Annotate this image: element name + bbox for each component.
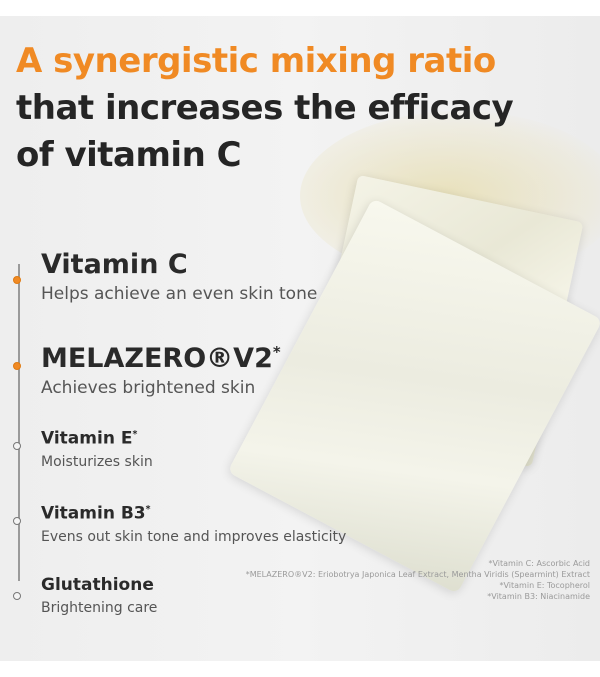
ingredient-name: Glutathione	[41, 575, 154, 595]
ingredient-name: Vitamin E	[41, 428, 133, 449]
ingredient-desc: Helps achieve an even skin tone	[41, 284, 318, 304]
footnote: *Vitamin E: Tocopherol	[499, 581, 591, 590]
footnote: *MELAZERO®V2: Eriobotrya Japonica Leaf E…	[245, 570, 590, 579]
asterisk: *	[145, 504, 151, 515]
headline-line-2: that increases the efficacy	[16, 88, 514, 128]
ingredient-vitamin-c: Vitamin C Helps achieve an even skin ton…	[41, 248, 317, 306]
timeline-dot	[13, 517, 21, 525]
ingredient-name: Vitamin C	[41, 249, 188, 280]
headline-line-1: A synergistic mixing ratio	[16, 41, 496, 81]
timeline-dot-active	[13, 276, 21, 284]
ingredient-desc: Brightening care	[41, 600, 158, 616]
ingredient-desc: Moisturizes skin	[41, 453, 153, 470]
ingredient-name: Vitamin B3	[41, 503, 146, 524]
footnotes: *Vitamin C: Ascorbic Acid *MELAZERO®V2: …	[246, 558, 590, 602]
ingredient-desc: Achieves brightened skin	[41, 378, 256, 398]
asterisk: *	[132, 429, 138, 440]
footnote: *Vitamin C: Ascorbic Acid	[488, 559, 590, 568]
timeline-dot-active	[13, 362, 21, 370]
ingredient-desc: Evens out skin tone and improves elastic…	[41, 528, 347, 545]
asterisk: *	[272, 343, 281, 361]
timeline-dot	[13, 592, 21, 600]
timeline-line	[18, 264, 20, 581]
footnote: *Vitamin B3: Niacinamide	[487, 592, 590, 601]
ingredient-name: MELAZERO®V2	[41, 343, 273, 374]
ingredient-glutathione: Glutathione Brightening care	[41, 573, 157, 619]
headline: A synergistic mixing ratio that increase…	[16, 38, 514, 179]
ingredient-vitamin-e: Vitamin E* Moisturizes skin	[41, 423, 153, 473]
ingredient-melazero: MELAZERO®V2* Achieves brightened skin	[41, 335, 281, 400]
headline-line-3: of vitamin C	[16, 135, 242, 175]
product-banner	[0, 16, 600, 661]
timeline-dot	[13, 442, 21, 450]
ingredient-vitamin-b3: Vitamin B3* Evens out skin tone and impr…	[41, 498, 346, 548]
